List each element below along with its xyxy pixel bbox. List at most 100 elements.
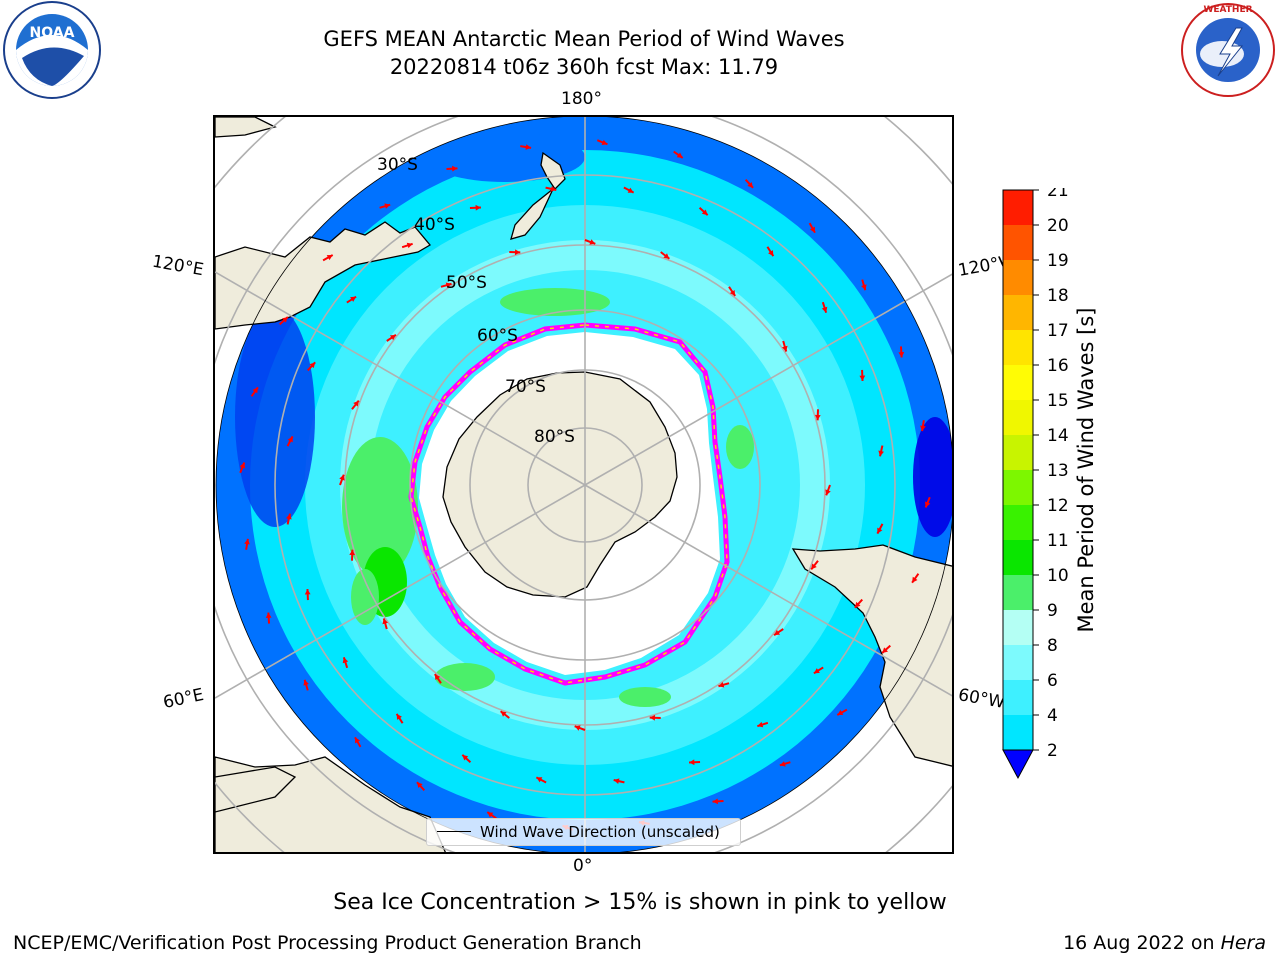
lon-label-60e: 60°E xyxy=(161,684,206,714)
colorbar-level xyxy=(1003,190,1033,225)
chart-subtitle: 20220814 t06z 360h fcst Max: 11.79 xyxy=(389,55,779,79)
wave-arrow-head xyxy=(811,563,817,570)
colorbar-level xyxy=(1003,610,1033,645)
colorbar-level xyxy=(1003,505,1033,540)
wave-arrow-head xyxy=(487,812,494,818)
colorbar-level xyxy=(1003,645,1033,680)
footer-branch: NCEP/EMC/Verification Post Processing Pr… xyxy=(13,932,642,954)
wave-arrow-head xyxy=(382,618,388,625)
wave-arrow-head xyxy=(663,253,670,259)
ice-cap xyxy=(419,332,720,675)
wave-arrow-head xyxy=(837,709,844,715)
wave-arrow-head xyxy=(701,209,708,216)
wave-arrow-head xyxy=(462,754,469,761)
wave-arrow-head xyxy=(475,204,481,211)
wave-arrow-head xyxy=(500,711,507,717)
wave-arrow-head xyxy=(747,182,754,188)
wave-arrow-head xyxy=(244,538,250,545)
wave-arrow-head xyxy=(265,612,272,618)
wave-arrow-head xyxy=(389,334,396,341)
colorbar-svg: 21 20 19 18 17 16 15 14 13 12 11 10 9 8 6 4 2 xyxy=(1002,181,1069,780)
legend-text: Wind Wave Direction (unscaled) xyxy=(480,823,720,841)
wave-arrow-head xyxy=(514,249,521,256)
colorbar-level xyxy=(1003,540,1033,575)
colorbar-tick-label: 20 xyxy=(1047,216,1069,236)
wave-arrow-head xyxy=(304,589,311,595)
colorbar-tick-label: 4 xyxy=(1047,706,1058,726)
wave-arrow-head xyxy=(452,165,458,172)
footer-date-text: 16 Aug 2022 on xyxy=(1063,932,1221,954)
wave-arrow-head xyxy=(342,657,349,664)
wave-arrow-head xyxy=(434,674,441,681)
wave-arrow-head xyxy=(589,239,596,245)
polar-map: 30°S 40°S 50°S 60°S 70°S 80°S xyxy=(215,117,952,852)
colorbar-tick-label: 17 xyxy=(1047,321,1069,341)
colorbar-tick-label: 8 xyxy=(1047,636,1058,656)
colorbar-tick-label: 9 xyxy=(1047,601,1058,621)
wave-arrow-head xyxy=(779,761,786,767)
lon-label-120e: 120°E xyxy=(150,251,206,281)
footer-date: 16 Aug 2022 on Hera xyxy=(1063,932,1266,954)
wave-arrow-head xyxy=(924,501,931,508)
colorbar-level xyxy=(1003,435,1033,470)
wave-arrow-head xyxy=(859,375,866,381)
wave-arrow-head xyxy=(326,255,333,261)
lon-label-0: 0° xyxy=(573,856,593,876)
lat-label-70s: 70°S xyxy=(505,377,546,397)
wave-arrow-head xyxy=(813,668,820,674)
footer-machine: Hera xyxy=(1220,932,1266,954)
wave-arrow-head xyxy=(676,152,683,158)
longitude-lines xyxy=(215,117,952,852)
colorbar-tick-label: 21 xyxy=(1047,188,1069,201)
lat-label-40s: 40°S xyxy=(414,215,455,235)
colorbar-tick-label: 11 xyxy=(1047,531,1069,551)
svg-text:NOAA: NOAA xyxy=(30,25,75,41)
colorbar-tick-label: 14 xyxy=(1047,426,1069,446)
wave-arrow-head xyxy=(286,513,292,520)
wave-arrow-head xyxy=(536,777,543,783)
wave-arrow-head xyxy=(729,289,736,296)
wave-arrow-head xyxy=(912,576,918,583)
colorbar-level xyxy=(1003,680,1033,715)
map-boundary xyxy=(215,117,952,852)
lat-label-60s: 60°S xyxy=(477,326,518,346)
svg-text:WEATHER: WEATHER xyxy=(1203,5,1252,15)
wave-arrow-head xyxy=(384,203,391,209)
wave-arrow-head xyxy=(825,489,831,496)
wave-arrow-head xyxy=(821,306,828,313)
wave-arrow-head xyxy=(757,721,764,728)
wave-arrow-head xyxy=(854,601,861,608)
wave-arrow-head xyxy=(396,713,402,720)
wave-arrow-head xyxy=(574,725,581,731)
nws-logo: WEATHER xyxy=(1176,0,1280,104)
wave-arrow-head xyxy=(712,798,718,805)
lat-label-30s: 30°S xyxy=(377,155,418,175)
colorbar-label: Mean Period of Wind Waves [s] xyxy=(1074,307,1098,633)
lon-label-60w: 60°W xyxy=(956,685,1007,713)
wave-arrow-head xyxy=(613,778,620,784)
wave-arrow-head xyxy=(774,629,781,636)
wave-arrow-head xyxy=(649,714,656,721)
wave-arrow-head xyxy=(782,345,788,352)
map-legend: Wind Wave Direction (unscaled) xyxy=(426,818,741,846)
map-frame: 30°S 40°S 50°S 60°S 70°S 80°S xyxy=(213,115,954,854)
colorbar-level xyxy=(1003,330,1033,365)
wave-arrow-head xyxy=(898,352,905,358)
wave-arrow-head xyxy=(550,186,557,192)
lat-label-50s: 50°S xyxy=(446,273,487,293)
colorbar-tick-label: 19 xyxy=(1047,251,1069,271)
colorbar-extend-min xyxy=(1002,749,1034,780)
colorbar-tick-label: 12 xyxy=(1047,496,1069,516)
legend-line-icon xyxy=(437,830,471,832)
colorbar-tick-label: 15 xyxy=(1047,391,1069,411)
colorbar-level xyxy=(1003,400,1033,435)
wave-arrow-head xyxy=(339,474,345,481)
chart-title: GEFS MEAN Antarctic Mean Period of Wind … xyxy=(323,27,845,51)
colorbar-tick-label: 2 xyxy=(1047,741,1058,761)
wave-arrow-head xyxy=(309,362,316,369)
colorbar-level xyxy=(1003,575,1033,610)
colorbar-tick-label: 10 xyxy=(1047,566,1069,586)
wave-arrow-head xyxy=(814,414,821,421)
lon-label-180: 180° xyxy=(561,89,602,109)
colorbar-level xyxy=(1003,470,1033,505)
